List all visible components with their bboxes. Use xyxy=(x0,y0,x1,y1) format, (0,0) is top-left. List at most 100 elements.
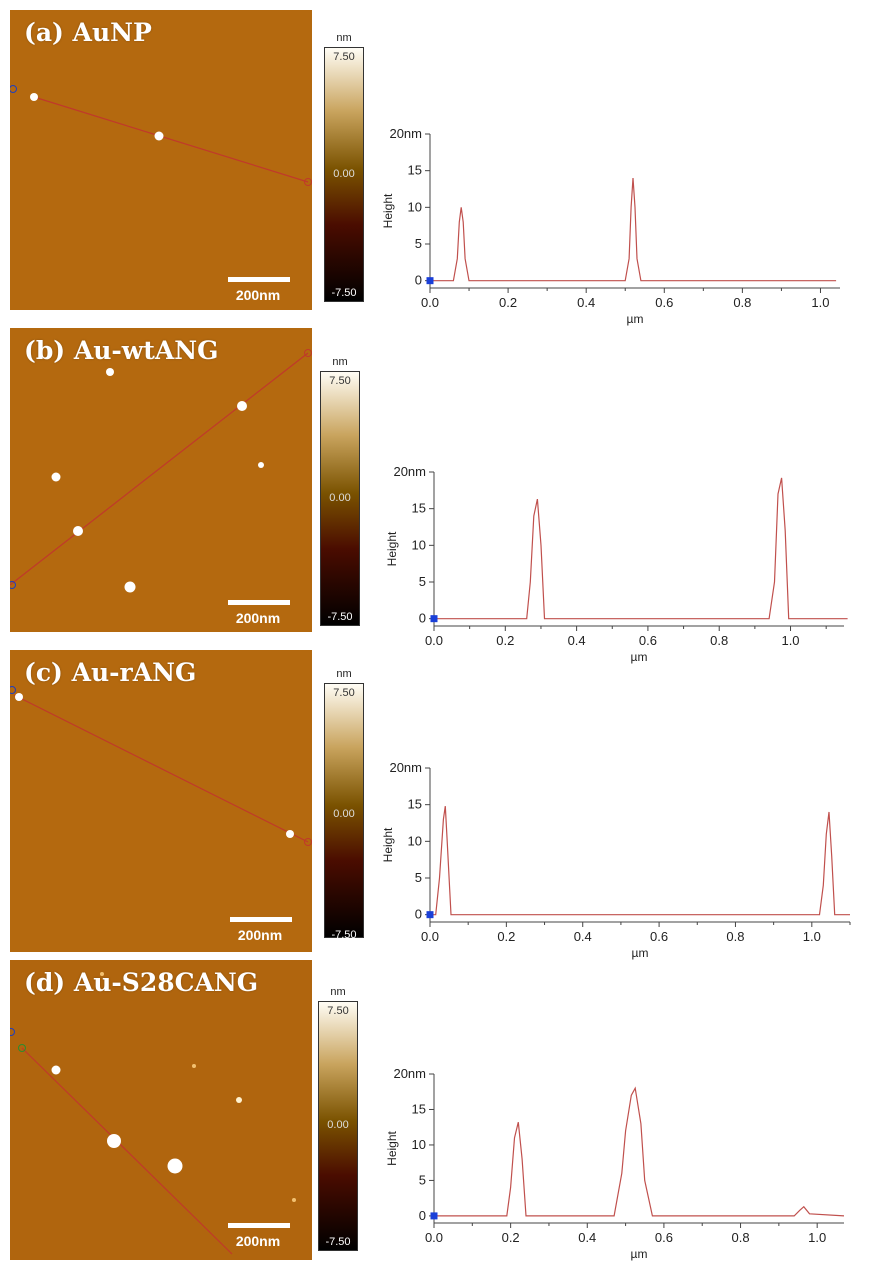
scale-bar xyxy=(228,600,290,605)
panel-b: (b) Au-wtANG 200nm nm 7.50 0.00 -7.50 0.… xyxy=(0,318,883,664)
surface-feature xyxy=(192,1064,196,1068)
line-profile-path xyxy=(21,1047,233,1255)
colorbar-mid: 0.00 xyxy=(333,168,355,180)
x-tick-label: 0.0 xyxy=(425,1230,443,1245)
colorbar-max: 7.50 xyxy=(333,687,355,699)
colorbar-unit: nm xyxy=(336,32,352,44)
scale-bar xyxy=(228,1223,290,1228)
x-tick-label: 0.2 xyxy=(502,1230,520,1245)
panel-a: (a) AuNP 200nm nm 7.50 0.00 -7.50 0.0 0.2… xyxy=(0,0,883,326)
afm-image-d: (d) Au-S28CANG 200nm xyxy=(10,960,312,1260)
colorbar-min: -7.50 xyxy=(331,929,357,941)
x-axis-label: µm xyxy=(632,946,649,960)
x-tick-label: 0.6 xyxy=(655,295,673,310)
x-tick-label: 0.2 xyxy=(497,929,515,944)
x-tick-label: 0.0 xyxy=(425,633,443,648)
profile-end-marker[interactable] xyxy=(304,178,312,186)
nanoparticle xyxy=(236,1097,242,1103)
y-tick-label: 5 xyxy=(415,870,422,885)
profile-chart: 0.0 0.2 0.4 0.6 0.8 1.0 0 5 10 15 20nm µm Height xyxy=(385,1066,845,1261)
y-tick-label: 0 xyxy=(419,1208,426,1223)
nanoparticle xyxy=(15,693,23,701)
y-tick-label: 10 xyxy=(412,537,426,552)
height-profile-b: 0.0 0.2 0.4 0.6 0.8 1.0 0 5 10 15 20nm µm Height xyxy=(372,458,862,673)
y-tick-label: 10 xyxy=(412,1137,426,1152)
x-tick-label: 0.4 xyxy=(578,1230,596,1245)
x-tick-label: 1.0 xyxy=(811,295,829,310)
afm-topography xyxy=(10,328,312,632)
colorbar-min: -7.50 xyxy=(331,287,357,299)
nanoparticle xyxy=(51,1065,61,1075)
x-tick-label: 0.6 xyxy=(655,1230,673,1245)
profile-end-marker[interactable] xyxy=(304,838,312,846)
height-profile-line xyxy=(430,806,850,916)
y-tick-label: 20nm xyxy=(393,464,426,479)
profile-cursor-marker[interactable] xyxy=(10,1028,15,1036)
x-tick-label: 0.8 xyxy=(710,633,728,648)
x-tick-label: 0.8 xyxy=(733,295,751,310)
x-tick-label: 0.6 xyxy=(639,633,657,648)
x-tick-label: 0.4 xyxy=(574,929,592,944)
profile-start-marker[interactable] xyxy=(18,1044,26,1052)
nanoparticle xyxy=(107,1134,121,1148)
line-profile-path xyxy=(10,352,309,586)
y-axis-label: Height xyxy=(385,1130,399,1165)
x-tick-label: 0.2 xyxy=(499,295,517,310)
x-tick-label: 0.4 xyxy=(577,295,595,310)
y-axis-label: Height xyxy=(381,193,395,228)
y-tick-label: 0 xyxy=(419,611,426,626)
afm-topography xyxy=(10,10,312,310)
afm-image-b: (b) Au-wtANG 200nm xyxy=(10,328,312,632)
profile-start-marker[interactable] xyxy=(10,581,16,589)
x-tick-label: 0.6 xyxy=(650,929,668,944)
height-profile-line xyxy=(434,477,848,620)
afm-image-c: (c) Au-rANG 200nm xyxy=(10,650,312,952)
colorbar-max: 7.50 xyxy=(333,51,355,63)
x-tick-label: 0.4 xyxy=(568,633,586,648)
x-tick-label: 0.2 xyxy=(496,633,514,648)
nanoparticle xyxy=(154,131,164,141)
x-tick-label: 1.0 xyxy=(781,633,799,648)
nanoparticle xyxy=(124,581,136,593)
cursor-marker xyxy=(430,1212,438,1220)
colorbar xyxy=(320,371,360,626)
panel-c: (c) Au-rANG 200nm nm 7.50 0.00 -7.50 0.0… xyxy=(0,636,883,960)
panel-label: (a) AuNP xyxy=(24,18,152,47)
colorbar-min: -7.50 xyxy=(327,611,353,623)
scale-bar-label: 200nm xyxy=(235,1233,281,1249)
line-profile-path xyxy=(33,96,309,183)
y-tick-label: 15 xyxy=(412,501,426,516)
x-tick-label: 0.0 xyxy=(421,929,439,944)
profile-chart: 0.0 0.2 0.4 0.6 0.8 1.0 0 5 10 15 20nm µm Height xyxy=(381,760,851,960)
colorbar-mid: 0.00 xyxy=(327,1119,349,1131)
profile-end-marker[interactable] xyxy=(304,349,312,357)
profile-start-marker[interactable] xyxy=(10,686,16,694)
y-tick-label: 5 xyxy=(419,1172,426,1187)
nanoparticle xyxy=(73,526,83,536)
scale-bar-label: 200nm xyxy=(237,927,283,943)
colorbar xyxy=(324,47,364,302)
panel-d: (d) Au-S28CANG 200nm nm 7.50 0.00 -7.50 … xyxy=(0,954,883,1265)
x-tick-label: 0.0 xyxy=(421,295,439,310)
colorbar-unit: nm xyxy=(332,356,348,368)
afm-topography xyxy=(10,960,312,1260)
colorbar-mid: 0.00 xyxy=(333,808,355,820)
nanoparticle xyxy=(51,472,61,482)
nanoparticle xyxy=(106,368,114,376)
profile-start-marker[interactable] xyxy=(10,85,17,93)
y-tick-label: 20nm xyxy=(393,1066,426,1081)
nanoparticle xyxy=(167,1158,183,1174)
scale-bar-label: 200nm xyxy=(235,610,281,626)
nanoparticle xyxy=(286,830,294,838)
surface-feature xyxy=(100,972,104,976)
profile-chart: 0.0 0.2 0.4 0.6 0.8 1.0 0 5 10 15 20nm µm Height xyxy=(385,464,848,664)
x-axis-label: µm xyxy=(631,650,648,664)
colorbar xyxy=(318,1001,358,1251)
profile-chart: 0.0 0.2 0.4 0.6 0.8 1.0 0 5 10 15 20nm µm Height xyxy=(381,126,840,326)
y-tick-label: 5 xyxy=(419,574,426,589)
y-tick-label: 5 xyxy=(415,236,422,251)
panel-label: (b) Au-wtANG xyxy=(24,336,219,365)
nanoparticle xyxy=(30,93,38,101)
line-profile-path xyxy=(13,694,309,843)
y-tick-label: 10 xyxy=(408,199,422,214)
